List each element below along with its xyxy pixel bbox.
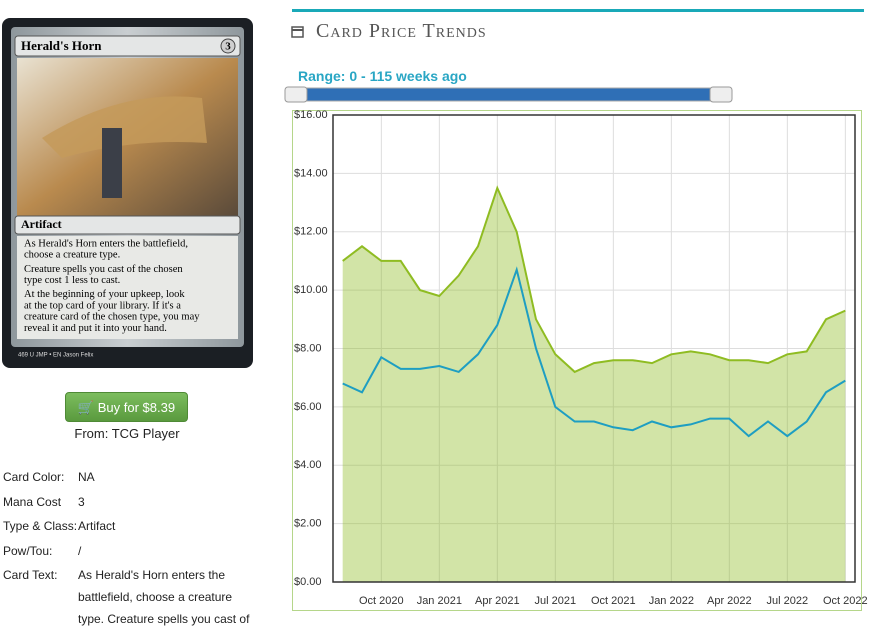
slider-handle[interactable] (709, 86, 733, 103)
detail-value: / (78, 543, 82, 558)
detail-label: Pow/Tou: (3, 543, 53, 558)
rules-line: Creature spells you cast of the chosen (24, 264, 183, 275)
text-box (17, 236, 238, 339)
card-footer: 469 U JMP • EN Jason Felix (18, 353, 93, 359)
buy-button[interactable]: 🛒 Buy for $8.39 (65, 392, 188, 422)
card-name: Herald's Horn (21, 38, 102, 53)
rules-line: at the top card of your library. If it's… (24, 300, 181, 311)
detail-label: Card Color: (3, 470, 65, 484)
area-fill (342, 188, 846, 582)
type-bar (14, 215, 241, 235)
y-tick-label: $8.00 (294, 342, 322, 354)
x-tick-label: Oct 2022 (823, 595, 868, 607)
slider-handle[interactable] (284, 86, 308, 103)
buy-label[interactable]: Buy for $8.39 (97, 400, 176, 415)
detail-label: Card Text: (3, 568, 58, 582)
x-tick-label: Oct 2020 (359, 595, 404, 607)
range-slider[interactable] (285, 87, 733, 102)
rules-line: type cost 1 less to cast. (24, 275, 120, 286)
detail-value: 3 (78, 494, 85, 509)
x-tick-label: Oct 2021 (591, 595, 636, 607)
y-tick-label: $10.00 (294, 284, 328, 296)
x-tick-label: Apr 2022 (707, 595, 752, 607)
rules-line: choose a creature type. (24, 250, 120, 261)
x-tick-label: Jan 2022 (649, 595, 694, 607)
series-line (342, 266, 846, 438)
range-label: Range: 0 - 115 weeks ago (298, 68, 467, 84)
y-tick-label: $0.00 (294, 576, 322, 588)
name-bar (14, 35, 241, 57)
type-line: Artifact (21, 217, 62, 231)
rules-line: reveal it and put it into your hand. (24, 323, 167, 334)
y-tick-label: $12.00 (294, 226, 328, 238)
card-image: Herald's Horn 3 Artifact As Herald's Hor… (2, 18, 253, 368)
detail-label: Type & Class: (3, 519, 78, 533)
rules-line: As Herald's Horn enters the battlefield, (24, 238, 188, 249)
y-tick-label: $2.00 (294, 518, 322, 530)
calendar-icon (291, 26, 304, 38)
plot-border (332, 114, 856, 583)
header-rule (292, 9, 864, 12)
vendor: From: TCG Player (74, 426, 180, 441)
section-title: Card Price Trends (316, 20, 487, 42)
card-text-line: type. Creature spells you cast of (78, 612, 250, 626)
x-tick-label: Apr 2021 (475, 595, 520, 607)
detail-value: NA (78, 470, 95, 484)
detail-label: Mana Cost (3, 494, 62, 509)
card-text-line: As Herald's Horn enters the (78, 568, 226, 582)
rules-line: At the beginning of your upkeep, look (24, 289, 185, 300)
detail-value: Artifact (78, 519, 116, 533)
y-tick-label: $14.00 (294, 167, 328, 179)
y-tick-label: $16.00 (294, 109, 328, 121)
x-tick-label: Jan 2021 (417, 595, 462, 607)
x-tick-label: Jul 2021 (535, 595, 577, 607)
card-text-line: battlefield, choose a creature (78, 590, 233, 604)
y-tick-label: $4.00 (294, 459, 322, 471)
y-tick-label: $6.00 (294, 401, 322, 413)
x-tick-label: Jul 2022 (767, 595, 809, 607)
series-line (342, 185, 846, 374)
mana-cost: 3 (225, 41, 231, 53)
rules-line: creature card of the chosen type, you ma… (24, 312, 200, 323)
